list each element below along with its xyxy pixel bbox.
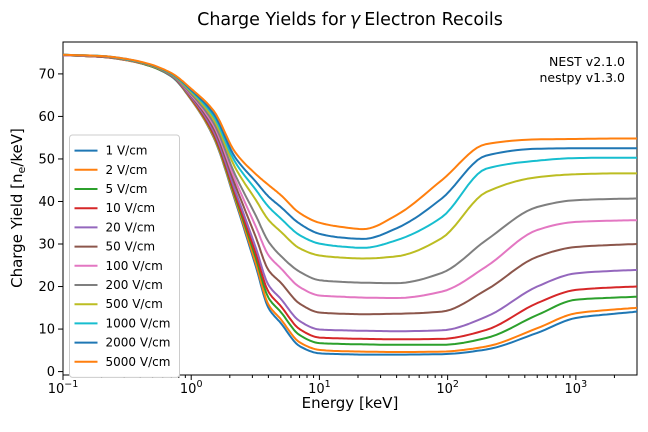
y-tick-label: 0 xyxy=(47,365,55,380)
x-tick-label: 102 xyxy=(436,379,459,397)
chart-title-prefix: Charge Yields for xyxy=(197,10,346,30)
x-tick-label: 101 xyxy=(308,379,331,397)
legend-item: 10 V/cm xyxy=(74,201,156,215)
chart-title-gamma: γ xyxy=(349,10,361,30)
y-axis-label: Charge Yield [ne/keV] xyxy=(8,128,28,288)
chart-title-suffix: Electron Recoils xyxy=(364,10,503,30)
legend-label: 100 V/cm xyxy=(106,259,163,273)
axes-frame xyxy=(62,41,638,376)
legend-item: 100 V/cm xyxy=(74,259,163,273)
x-tick-label: 100 xyxy=(180,379,203,397)
legend-label: 50 V/cm xyxy=(106,240,156,254)
legend-label: 5 V/cm xyxy=(106,182,148,196)
y-axis-label-text: Charge Yield [n xyxy=(8,173,26,288)
y-axis-label-subscript: e xyxy=(15,166,28,174)
legend-label: 2 V/cm xyxy=(106,163,148,177)
legend-box xyxy=(69,134,180,378)
legend-item: 1000 V/cm xyxy=(74,316,171,330)
x-tick-label: 103 xyxy=(565,379,588,397)
series-lines xyxy=(62,53,638,356)
legend-label: 200 V/cm xyxy=(106,278,163,292)
legend-item: 5000 V/cm xyxy=(74,355,171,369)
chart-title: Charge Yields for γ Electron Recoils xyxy=(63,10,637,30)
legend-label: 1 V/cm xyxy=(106,144,148,158)
x-tick-label: 10−1 xyxy=(48,379,79,397)
y-axis-label-unit: /keV] xyxy=(8,128,26,167)
y-tick-label: 30 xyxy=(38,238,55,253)
legend-label: 500 V/cm xyxy=(106,297,163,311)
legend-item: 5 V/cm xyxy=(74,182,148,196)
legend-item: 2 V/cm xyxy=(74,163,148,177)
y-tick-label: 60 xyxy=(38,110,55,125)
x-axis-label: Energy [keV] xyxy=(301,394,399,412)
legend-item: 20 V/cm xyxy=(74,220,156,234)
legend-label: 10 V/cm xyxy=(106,201,156,215)
y-tick-label: 70 xyxy=(38,67,55,82)
legend-label: 20 V/cm xyxy=(106,220,156,234)
nest-version-text: NEST v2.1.0 xyxy=(549,54,625,69)
version-annotation: NEST v2.1.0 nestpy v1.3.0 xyxy=(539,54,625,86)
series-line-5000 xyxy=(62,53,637,231)
y-tick-label: 40 xyxy=(38,195,55,210)
legend-label: 1000 V/cm xyxy=(106,316,171,330)
legend-item: 50 V/cm xyxy=(74,240,156,254)
legend-item: 500 V/cm xyxy=(74,297,163,311)
nestpy-version-text: nestpy v1.3.0 xyxy=(539,70,625,85)
legend-label: 2000 V/cm xyxy=(106,336,171,350)
y-tick-label: 50 xyxy=(38,152,55,167)
legend-item: 200 V/cm xyxy=(74,278,163,292)
y-tick-label: 10 xyxy=(38,323,55,338)
y-tick-label: 20 xyxy=(38,280,55,295)
legend-label: 5000 V/cm xyxy=(106,355,171,369)
legend-item: 2000 V/cm xyxy=(74,336,171,350)
legend: 1 V/cm 2 V/cm 5 V/cm 10 V/cm 20 V/cm 50 V/cm 1… xyxy=(69,134,180,378)
legend-item: 1 V/cm xyxy=(74,144,148,158)
